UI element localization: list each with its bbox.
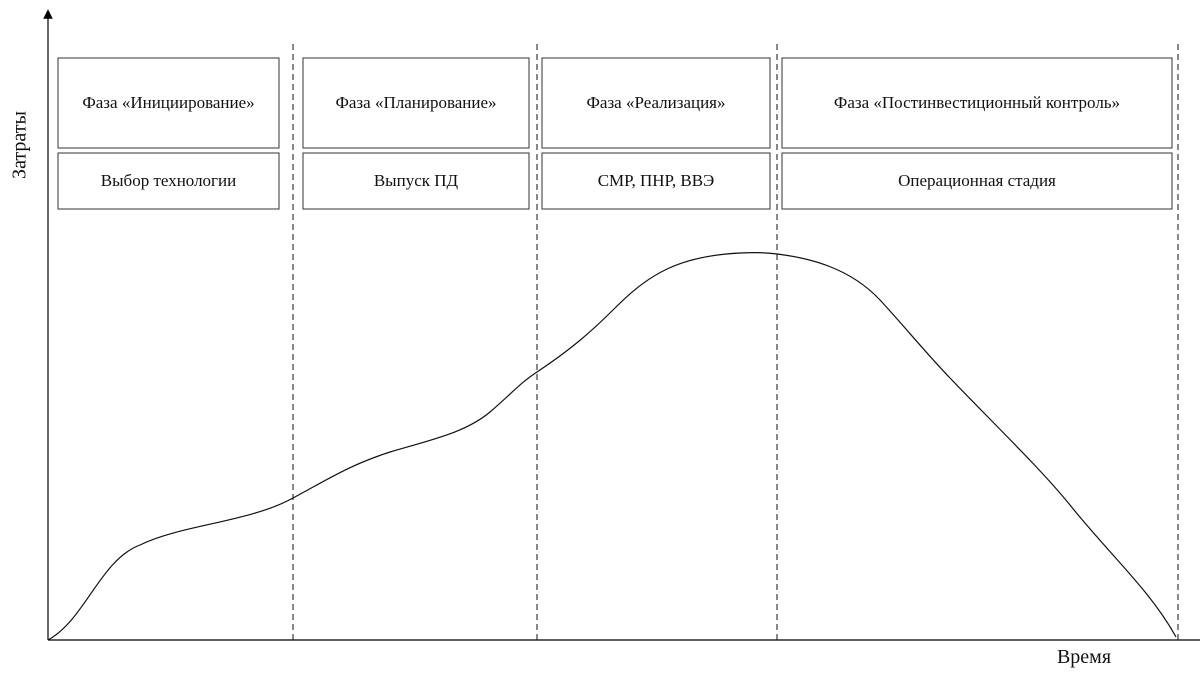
stage-label-post-investment: Операционная стадия (898, 171, 1056, 190)
stage-box-implementation (541, 152, 771, 210)
phase-box-initiation (57, 57, 280, 149)
cost-curve (47, 251, 1177, 641)
phase-column-initiation: Фаза «Инициирование» Выбор технологии (57, 57, 280, 210)
phase-title-planning: Фаза «Планирование» (335, 93, 496, 112)
phase-box-implementation (541, 57, 771, 149)
phase-title-initiation: Фаза «Инициирование» (82, 93, 254, 112)
y-axis-title: Затраты (9, 111, 31, 179)
phase-title-implementation: Фаза «Реализация» (586, 93, 725, 112)
phase-box-planning (302, 57, 530, 149)
x-axis-title: Время (1057, 646, 1111, 668)
stage-label-initiation: Выбор технологии (101, 171, 236, 190)
phase-title-post-investment: Фаза «Постинвестиционный контроль» (834, 93, 1120, 112)
stage-label-implementation: СМР, ПНР, ВВЭ (598, 171, 715, 190)
phase-column-post-investment: Фаза «Постинвестиционный контроль» Опера… (781, 57, 1173, 210)
phase-column-implementation: Фаза «Реализация» СМР, ПНР, ВВЭ (541, 57, 771, 210)
phase-box-post-investment (781, 57, 1173, 149)
stage-box-post-investment (781, 152, 1173, 210)
stage-box-initiation (57, 152, 280, 210)
stage-box-planning (302, 152, 530, 210)
phase-column-planning: Фаза «Планирование» Выпуск ПД (302, 57, 530, 210)
stage-label-planning: Выпуск ПД (374, 171, 459, 190)
